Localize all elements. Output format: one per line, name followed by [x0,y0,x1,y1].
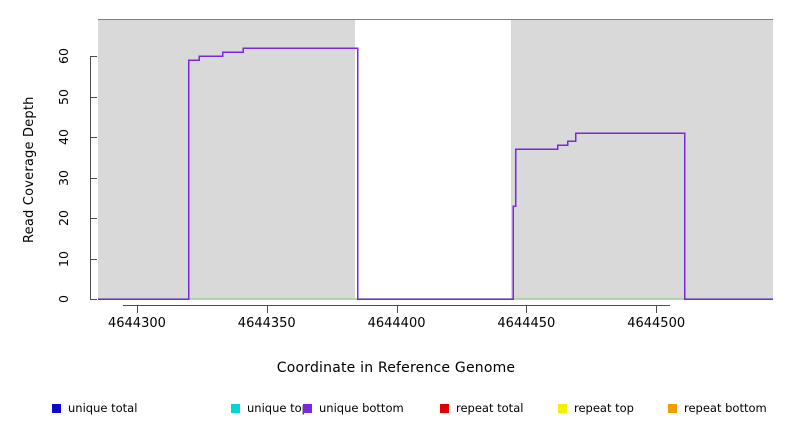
plot-top-border [98,19,773,20]
x-tick-label: 4644500 [627,316,686,331]
legend-item-repeat-total[interactable]: repeat total [440,398,523,418]
x-tick-label: 4644300 [107,316,166,331]
legend-label: unique top [247,401,309,415]
legend-item-unique-top[interactable]: unique top [231,398,309,418]
y-axis-title: Read Coverage Depth [22,96,37,243]
legend-item-unique-bottom[interactable]: unique bottom [303,398,404,418]
y-tick-mark [90,258,97,260]
legend-label: unique bottom [319,401,404,415]
y-tick-label: 30 [56,169,71,186]
y-tick-label: 40 [56,129,71,146]
y-tick-mark [90,177,97,179]
x-tick-label: 4644450 [497,316,556,331]
legend-item-repeat-top[interactable]: repeat top [558,398,634,418]
x-tick-label: 4644350 [237,316,296,331]
legend-swatch-icon [303,403,312,413]
legend: unique total unique top unique bottom repea… [0,398,792,420]
legend-swatch-icon [668,403,677,413]
shaded-region-right [510,20,773,299]
legend-item-repeat-bottom[interactable]: repeat bottom [668,398,767,418]
x-tick-label: 4644400 [367,316,426,331]
x-axis-title: Coordinate in Reference Genome [276,360,516,376]
shaded-region-left [98,20,356,299]
x-tick-mark [396,305,398,313]
y-tick-label: 0 [56,295,71,303]
legend-swatch-icon [440,403,449,413]
y-tick-label: 20 [56,210,71,227]
y-tick-label: 10 [56,250,71,267]
x-tick-mark [136,305,138,313]
legend-swatch-icon [231,403,240,413]
legend-swatch-icon [52,403,61,413]
legend-swatch-icon [558,403,567,413]
y-tick-label: 60 [56,48,71,65]
y-tick-mark [90,218,97,220]
x-tick-mark [266,305,268,313]
plot-area [98,20,773,299]
legend-item-unique-total[interactable]: unique total [52,398,137,418]
legend-label: repeat bottom [684,401,767,415]
y-tick-mark [90,137,97,139]
y-tick-mark [90,56,97,58]
legend-label: unique total [68,401,138,415]
y-tick-mark [90,96,97,98]
legend-label: repeat top [574,401,634,415]
y-tick-label: 50 [56,88,71,105]
legend-label: repeat total [456,401,524,415]
x-tick-mark [526,305,528,313]
x-tick-mark [656,305,658,313]
y-tick-mark [90,299,97,300]
